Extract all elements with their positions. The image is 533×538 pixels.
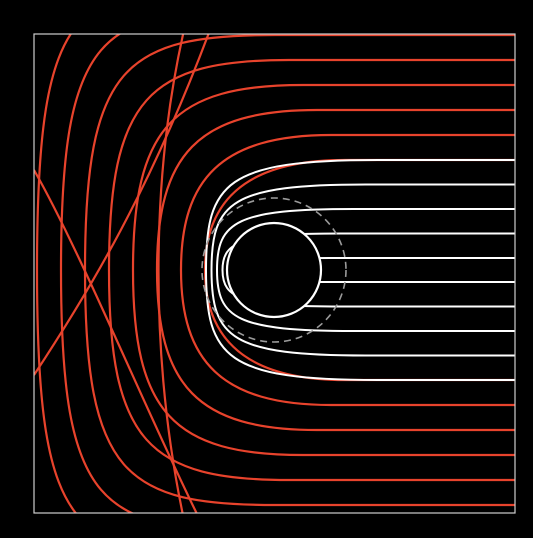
inner-field-line — [204, 159, 515, 381]
inner-field-line — [215, 208, 515, 332]
frame-border — [33, 33, 516, 514]
outer-field-line — [35, 34, 78, 513]
dashed-circle — [201, 197, 347, 343]
central-circle — [225, 221, 323, 319]
outer-field-line — [131, 83, 515, 457]
outer-field-line — [59, 34, 135, 513]
crossing-field-line — [34, 34, 210, 376]
crossing-field-lines — [34, 34, 210, 513]
crossing-field-line — [157, 34, 185, 513]
inner-field-line — [210, 183, 515, 357]
outer-field-line — [179, 133, 515, 407]
outer-field-line — [155, 108, 515, 432]
crossing-field-line — [34, 169, 198, 513]
